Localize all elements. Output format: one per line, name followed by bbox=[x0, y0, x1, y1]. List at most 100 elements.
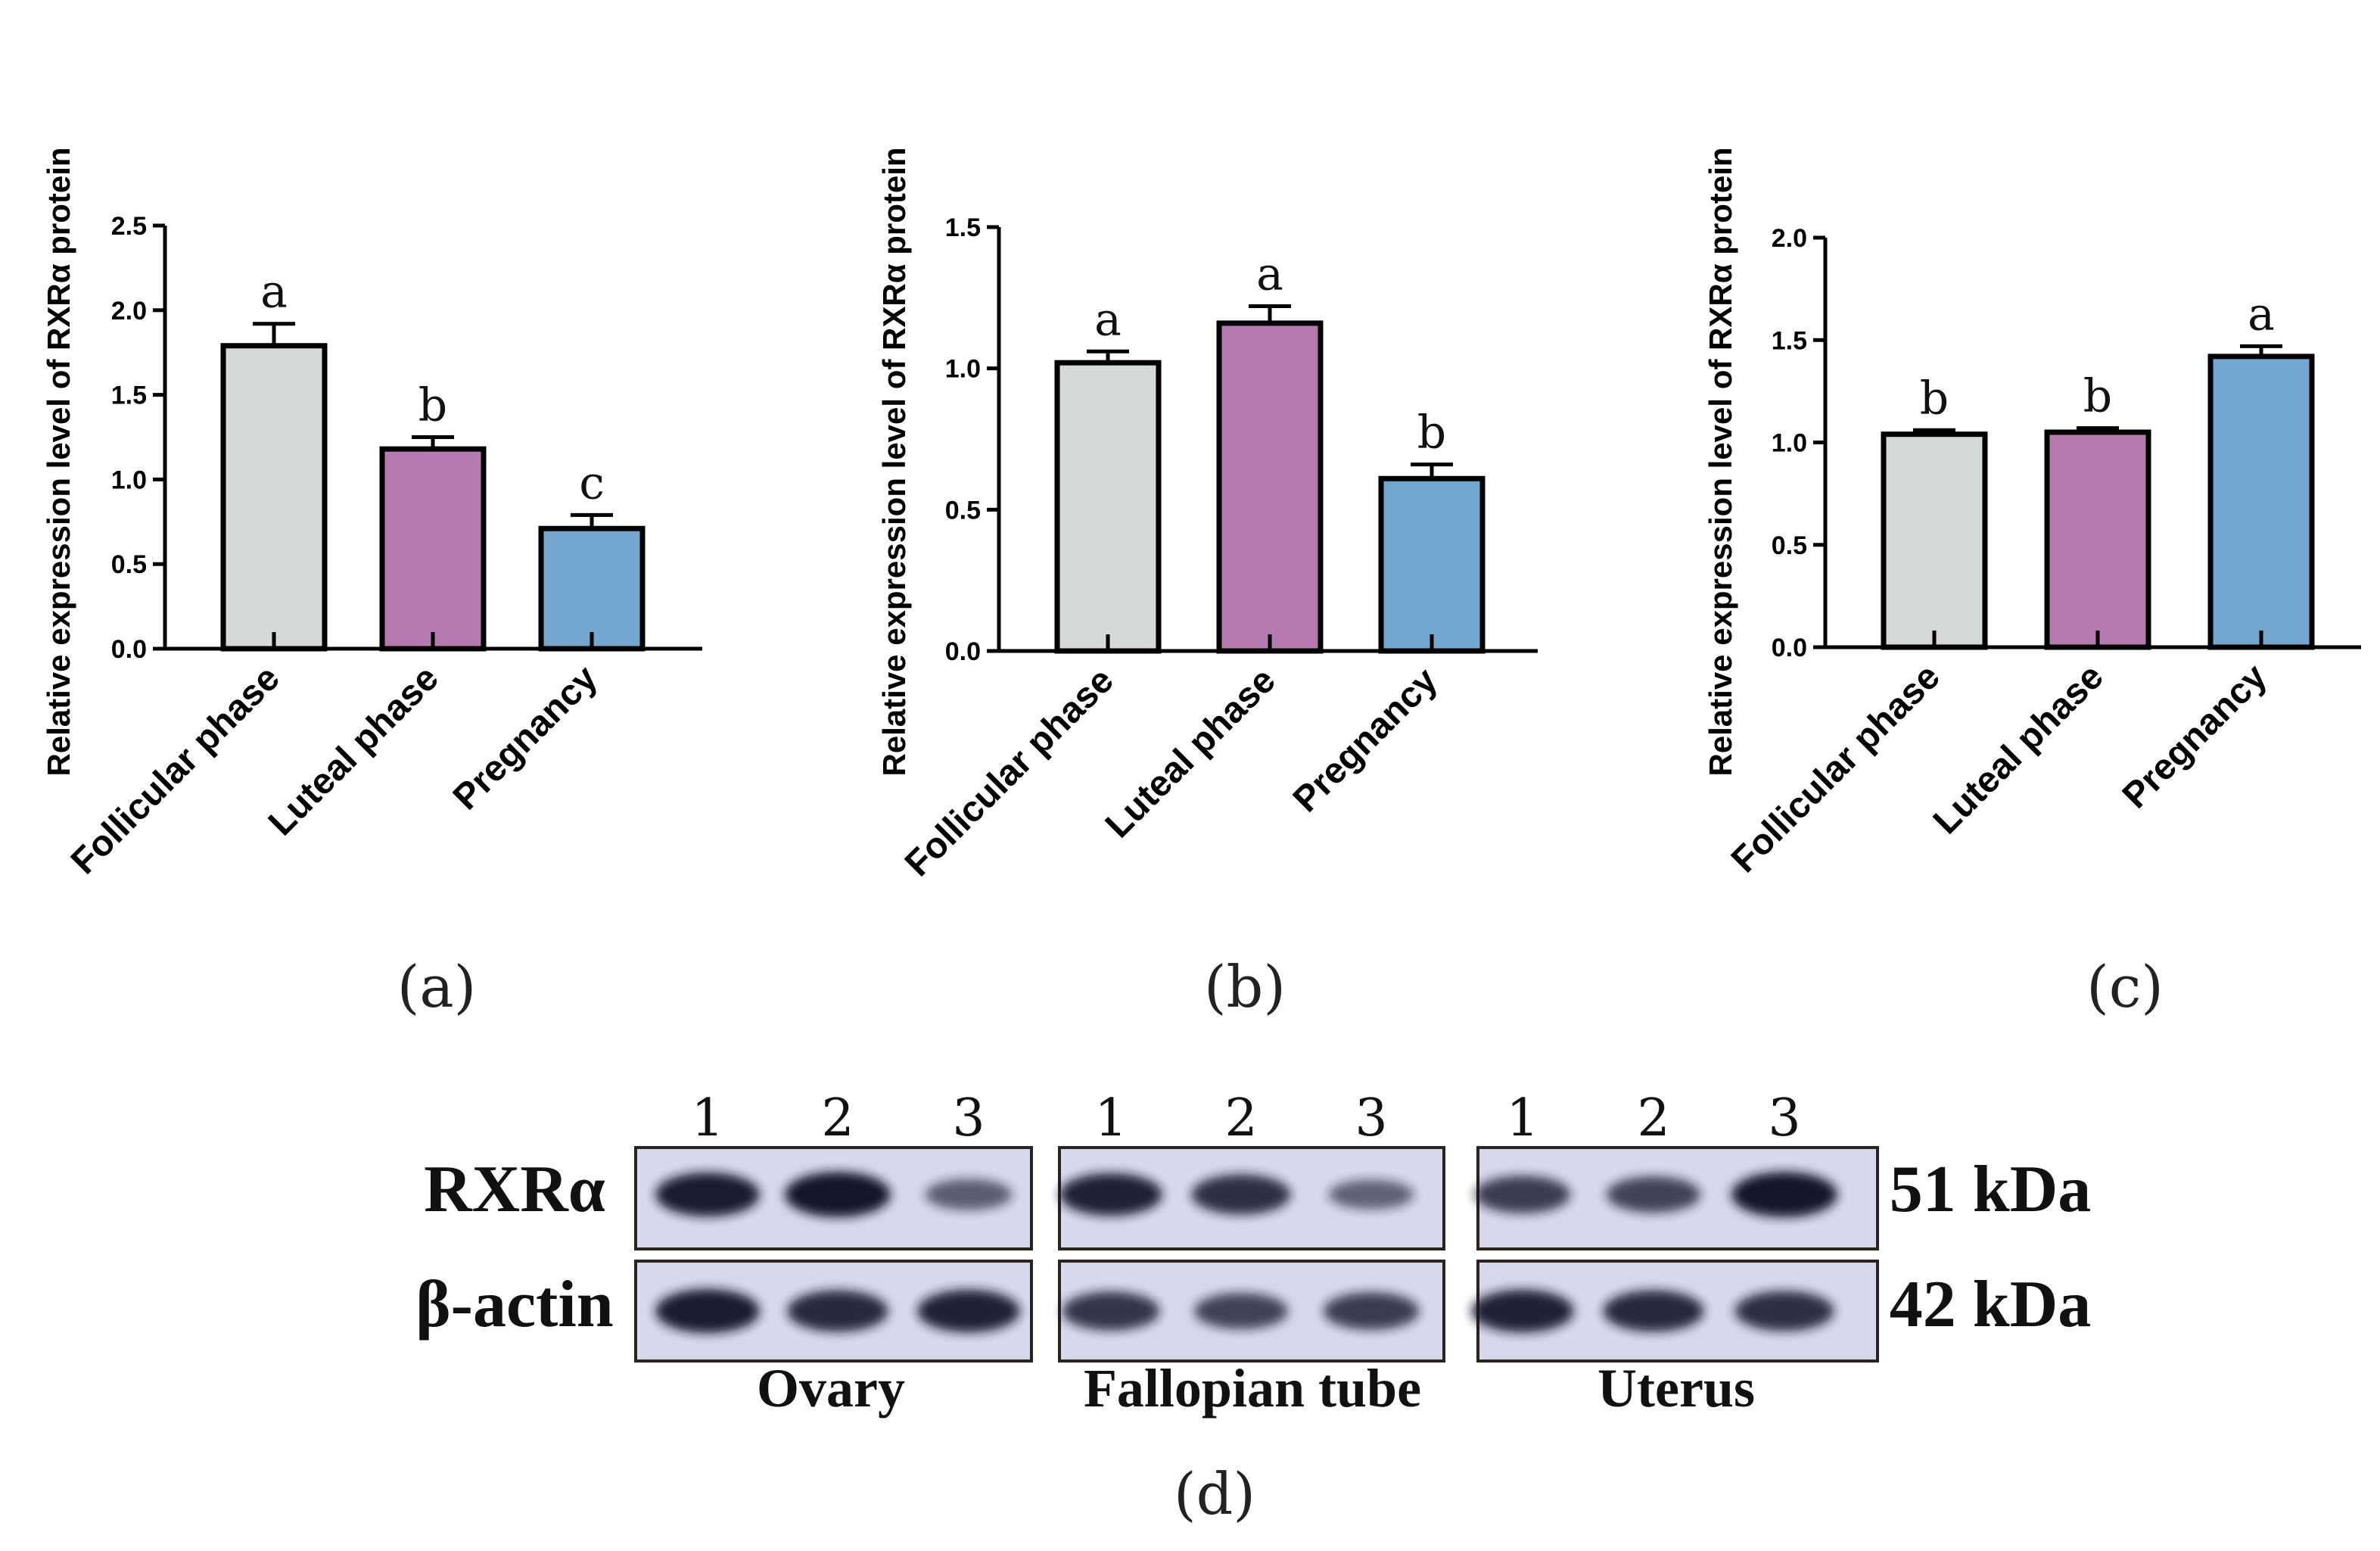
lane-number: 2 bbox=[1637, 1089, 1669, 1148]
significance-letter: b bbox=[418, 379, 447, 432]
y-tick-label: 0.0 bbox=[1772, 634, 1807, 662]
y-tick-label: 1.0 bbox=[111, 466, 147, 494]
significance-letter: b bbox=[1417, 406, 1446, 459]
blot-band bbox=[1474, 1176, 1571, 1213]
category-label: Follicular phase bbox=[898, 660, 1122, 884]
bars: b b a bbox=[1881, 288, 2315, 650]
tissue-label-ovary: Ovary bbox=[757, 1358, 905, 1419]
bar-chart-a: Relative expression level of RXRα protei… bbox=[41, 147, 702, 1020]
y-ticks: 0.0 0.5 1.0 1.5 bbox=[945, 213, 999, 666]
y-axis-title: Relative expression level of RXRα protei… bbox=[41, 147, 76, 776]
significance-letter: b bbox=[2083, 370, 2112, 423]
lane-number: 2 bbox=[1224, 1089, 1257, 1148]
tissue-label-uterus: Uterus bbox=[1598, 1358, 1755, 1419]
bar bbox=[538, 525, 646, 652]
blot-band bbox=[1731, 1172, 1837, 1217]
y-tick-label: 0.0 bbox=[111, 635, 147, 664]
blot-band bbox=[655, 1288, 760, 1334]
y-tick-label: 2.0 bbox=[111, 297, 147, 325]
lane-number: 1 bbox=[1506, 1089, 1538, 1148]
tissue-label-fallopian: Fallopian tube bbox=[1084, 1358, 1421, 1419]
blot-band bbox=[1323, 1292, 1420, 1330]
lane-number: 1 bbox=[1094, 1089, 1127, 1148]
panel-label-c: (c) bbox=[2086, 953, 2164, 1020]
blot-band bbox=[1734, 1291, 1834, 1331]
category-label: Luteal phase bbox=[1098, 660, 1283, 846]
y-tick-label: 1.5 bbox=[945, 213, 981, 242]
significance-letter: a bbox=[1256, 248, 1283, 301]
blot-membrane bbox=[634, 1146, 1033, 1250]
blot-band bbox=[1191, 1174, 1291, 1215]
bars: a a b bbox=[1054, 248, 1486, 654]
bar bbox=[1216, 320, 1324, 654]
lane-number: 2 bbox=[821, 1089, 854, 1148]
blot-band bbox=[917, 1289, 1020, 1333]
y-tick-label: 0.0 bbox=[945, 637, 981, 666]
blot-band bbox=[1062, 1291, 1160, 1331]
panel-label-d: (d) bbox=[1174, 1460, 1255, 1528]
bars: a b c bbox=[220, 266, 646, 652]
blot-band bbox=[1059, 1173, 1162, 1216]
bar bbox=[1881, 431, 1988, 650]
y-tick-label: 0.5 bbox=[111, 550, 147, 579]
blot-band bbox=[1193, 1292, 1289, 1330]
panel-label-a: (a) bbox=[397, 953, 477, 1020]
y-tick-label: 1.0 bbox=[1772, 429, 1807, 458]
western-blot: 1 2 3 1 2 3 1 2 3 RXRα β-actin 51 kDa 42… bbox=[415, 1089, 2091, 1528]
blot-band bbox=[1328, 1179, 1414, 1210]
lane-number: 3 bbox=[1355, 1089, 1387, 1148]
significance-letter: b bbox=[1920, 372, 1949, 425]
significance-letter: c bbox=[579, 456, 605, 509]
y-tick-label: 2.0 bbox=[1772, 224, 1807, 253]
y-ticks: 0.0 0.5 1.0 1.5 2.0 bbox=[1772, 224, 1825, 662]
bar bbox=[2207, 353, 2315, 650]
lane-numbers-uterus: 1 2 3 bbox=[1506, 1089, 1800, 1148]
lane-number: 1 bbox=[691, 1089, 723, 1148]
blot-membrane bbox=[634, 1260, 1033, 1363]
blot-membrane bbox=[1058, 1146, 1445, 1250]
y-tick-label: 0.5 bbox=[945, 496, 981, 525]
y-tick-label: 1.5 bbox=[1772, 326, 1807, 355]
blot-membrane bbox=[1471, 1260, 1879, 1363]
lane-numbers-fallopian: 1 2 3 bbox=[1094, 1089, 1387, 1148]
bar bbox=[1054, 360, 1162, 654]
blot-band bbox=[787, 1290, 888, 1332]
blot-band bbox=[1471, 1289, 1574, 1333]
category-label: Follicular phase bbox=[64, 658, 288, 882]
size-label-51: 51 kDa bbox=[1890, 1153, 2092, 1226]
category-label: Follicular phase bbox=[1724, 656, 1948, 880]
y-axis-title: Relative expression level of RXRα protei… bbox=[876, 147, 912, 776]
row-label-rxra: RXRα bbox=[424, 1153, 605, 1226]
blot-band bbox=[925, 1179, 1013, 1210]
lane-numbers-ovary: 1 2 3 bbox=[691, 1089, 985, 1148]
bar bbox=[379, 446, 487, 652]
category-label: Pregnancy bbox=[2115, 656, 2275, 816]
row-label-actin: β-actin bbox=[415, 1268, 613, 1341]
blot-band bbox=[785, 1172, 891, 1217]
blot-membrane bbox=[1058, 1260, 1445, 1363]
bar-chart-c: Relative expression level of RXRα protei… bbox=[1703, 147, 2361, 1020]
panel-label-b: (b) bbox=[1204, 953, 1286, 1020]
y-axis-title: Relative expression level of RXRα protei… bbox=[1703, 147, 1738, 776]
blot-band bbox=[1603, 1290, 1704, 1332]
size-label-42: 42 kDa bbox=[1890, 1268, 2092, 1341]
category-label: Luteal phase bbox=[261, 658, 446, 843]
significance-letter: a bbox=[1094, 293, 1122, 346]
blot-membrane bbox=[1474, 1146, 1879, 1250]
category-label: Pregnancy bbox=[1286, 660, 1445, 820]
y-tick-label: 1.0 bbox=[945, 355, 981, 384]
y-tick-label: 2.5 bbox=[111, 212, 147, 241]
y-tick-label: 0.5 bbox=[1772, 531, 1807, 560]
bar bbox=[2044, 429, 2151, 650]
lane-number: 3 bbox=[952, 1089, 985, 1148]
lane-number: 3 bbox=[1768, 1089, 1800, 1148]
y-tick-label: 1.5 bbox=[111, 382, 147, 410]
bar-chart-b: Relative expression level of RXRα protei… bbox=[876, 147, 1538, 1020]
blot-band bbox=[655, 1172, 760, 1217]
significance-letter: a bbox=[2248, 288, 2275, 341]
category-label: Luteal phase bbox=[1926, 656, 2111, 842]
blot-membranes bbox=[634, 1146, 1879, 1363]
